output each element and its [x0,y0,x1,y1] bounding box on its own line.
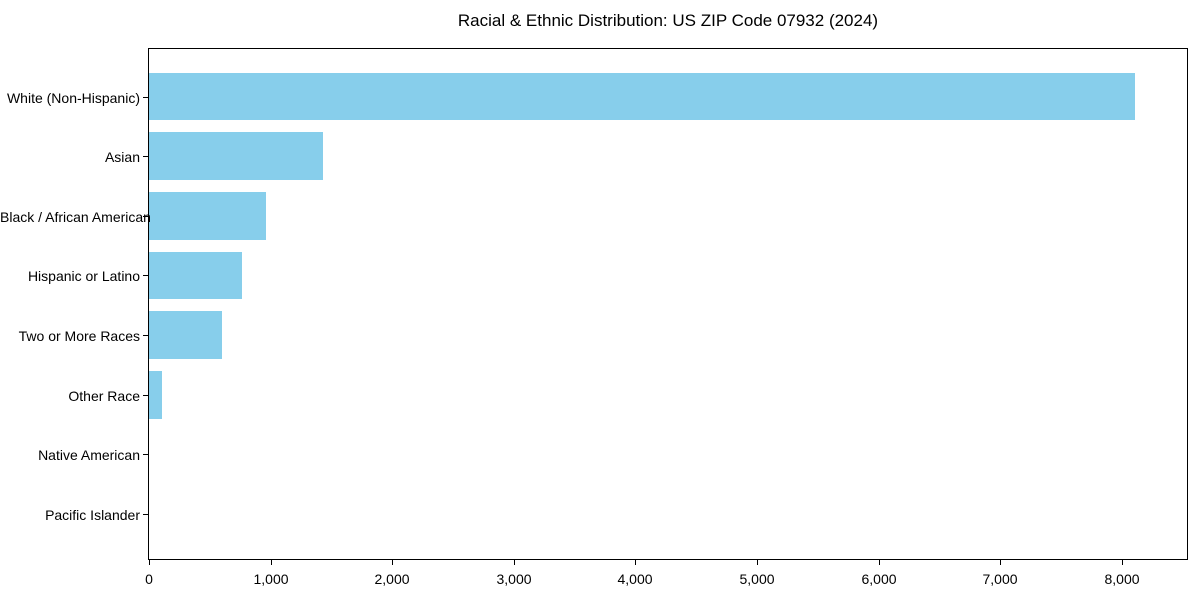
x-tick-mark [757,560,758,565]
x-tick-label-3-000: 3,000 [496,571,532,587]
bar-two-or-more-races [149,311,222,359]
y-tick-label-two-or-more-races: Two or More Races [18,328,140,345]
bar-other-race [149,370,162,419]
y-tick-label-white-non-hispanic: White (Non-Hispanic) [6,89,140,106]
x-tick-label-1-000: 1,000 [253,571,289,587]
y-tick-label-native-american: Native American [38,447,140,464]
x-tick-mark [514,560,515,565]
y-tick-label-black-african-american: Black / African American [0,208,151,225]
y-tick-mark [143,275,148,276]
bar-hispanic-or-latino [149,251,242,300]
x-tick-mark [1000,560,1001,565]
x-tick-mark [635,560,636,565]
y-tick-label-hispanic-or-latino: Hispanic or Latino [27,268,140,285]
x-tick-mark [392,560,393,565]
x-tick-label-0: 0 [145,571,153,587]
bar-white-non-hispanic [149,72,1135,121]
bar-black-african-american [149,191,266,240]
x-tick-mark [149,560,150,565]
x-tick-mark [271,560,272,565]
y-tick-mark [143,335,148,336]
y-tick-mark [143,395,148,396]
y-tick-label-pacific-islander: Pacific Islander [45,507,140,524]
chart-title: Racial & Ethnic Distribution: US ZIP Cod… [457,11,879,30]
y-tick-mark [143,514,148,515]
y-tick-mark [143,454,148,455]
x-tick-label-6-000: 6,000 [861,571,897,587]
plot-area [148,48,1188,560]
x-tick-mark [1122,560,1123,565]
x-tick-label-2-000: 2,000 [374,571,410,587]
x-tick-label-4-000: 4,000 [617,571,653,587]
x-tick-label-7-000: 7,000 [982,571,1018,587]
y-tick-mark [143,216,148,217]
y-tick-label-other-race: Other Race [68,387,140,404]
y-tick-mark [143,156,148,157]
y-tick-mark [143,97,148,98]
x-tick-label-8-000: 8,000 [1104,571,1140,587]
x-tick-label-5-000: 5,000 [739,571,775,587]
x-tick-mark [879,560,880,565]
bar-asian [149,132,323,180]
y-tick-label-asian: Asian [104,149,140,166]
